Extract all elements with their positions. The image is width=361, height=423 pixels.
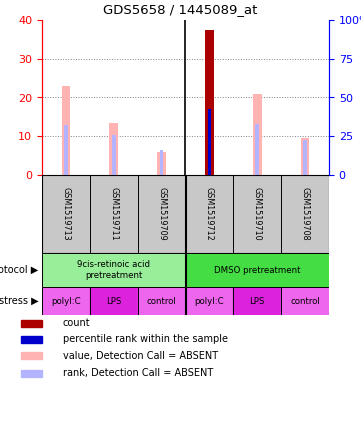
Text: GSM1519711: GSM1519711 xyxy=(109,187,118,241)
Bar xyxy=(301,138,309,175)
Bar xyxy=(21,352,42,359)
Bar xyxy=(233,287,281,315)
Text: polyI:C: polyI:C xyxy=(195,297,224,305)
Text: GSM1519710: GSM1519710 xyxy=(253,187,262,241)
Bar xyxy=(160,150,164,175)
Bar xyxy=(62,86,70,175)
Text: percentile rank within the sample: percentile rank within the sample xyxy=(63,335,228,344)
Text: GDS5658 / 1445089_at: GDS5658 / 1445089_at xyxy=(103,3,258,16)
Text: rank, Detection Call = ABSENT: rank, Detection Call = ABSENT xyxy=(63,368,213,379)
Bar xyxy=(21,370,42,377)
Bar xyxy=(112,135,116,175)
Bar xyxy=(186,253,329,287)
Bar xyxy=(64,125,68,175)
Text: polyI:C: polyI:C xyxy=(51,297,81,305)
Bar xyxy=(303,140,307,175)
Text: LPS: LPS xyxy=(106,297,121,305)
Bar xyxy=(255,124,259,175)
Bar xyxy=(90,287,138,315)
Text: protocol ▶: protocol ▶ xyxy=(0,265,38,275)
Text: control: control xyxy=(147,297,177,305)
Text: GSM1519708: GSM1519708 xyxy=(301,187,310,241)
Bar xyxy=(253,93,262,175)
Bar xyxy=(109,123,118,175)
Bar xyxy=(205,111,214,175)
Bar xyxy=(186,287,233,315)
Bar xyxy=(138,287,186,315)
Bar xyxy=(42,287,90,315)
Text: LPS: LPS xyxy=(249,297,265,305)
Bar xyxy=(21,320,42,327)
Text: stress ▶: stress ▶ xyxy=(0,296,38,306)
Bar xyxy=(281,287,329,315)
Bar xyxy=(208,109,211,175)
Bar xyxy=(205,30,214,175)
Bar xyxy=(42,253,186,287)
Text: control: control xyxy=(290,297,320,305)
Text: value, Detection Call = ABSENT: value, Detection Call = ABSENT xyxy=(63,351,218,361)
Bar xyxy=(157,152,166,175)
Text: GSM1519713: GSM1519713 xyxy=(61,187,70,241)
Text: DMSO pretreatment: DMSO pretreatment xyxy=(214,266,300,275)
Text: GSM1519712: GSM1519712 xyxy=(205,187,214,241)
Text: GSM1519709: GSM1519709 xyxy=(157,187,166,241)
Text: count: count xyxy=(63,318,90,328)
Text: 9cis-retinoic acid
pretreatment: 9cis-retinoic acid pretreatment xyxy=(77,260,150,280)
Bar xyxy=(21,336,42,343)
